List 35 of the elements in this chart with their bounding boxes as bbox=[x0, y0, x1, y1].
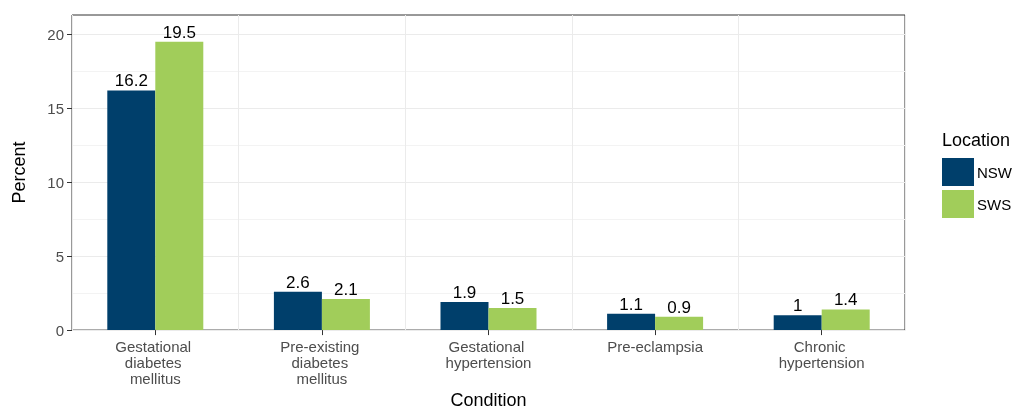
data-label: 16.2 bbox=[114, 71, 148, 91]
legend-title: Location bbox=[942, 130, 1011, 150]
x-tick-label: Pre-existing diabetes mellitus bbox=[280, 337, 364, 387]
data-label: 19.5 bbox=[162, 22, 196, 42]
bar bbox=[440, 301, 489, 331]
y-tick-label: 10 bbox=[47, 173, 64, 191]
y-tick-label: 15 bbox=[47, 99, 64, 117]
y-tick-label: 0 bbox=[55, 321, 64, 339]
bar bbox=[773, 315, 822, 331]
y-tick-label: 5 bbox=[55, 247, 64, 265]
data-label: 0.9 bbox=[667, 297, 691, 317]
x-tick-label: Gestational diabetes mellitus bbox=[115, 337, 196, 387]
bar bbox=[607, 313, 656, 331]
y-tick-label: 20 bbox=[47, 25, 64, 43]
data-label: 2.6 bbox=[286, 272, 310, 292]
bar bbox=[821, 309, 870, 331]
bar bbox=[655, 316, 704, 331]
bar bbox=[273, 291, 322, 331]
bar bbox=[107, 90, 156, 331]
legend-label: NSW bbox=[977, 163, 1013, 181]
bar bbox=[321, 299, 370, 331]
bar bbox=[488, 307, 537, 331]
y-axis-title: Percent bbox=[9, 141, 29, 204]
legend-label: SWS bbox=[977, 195, 1012, 213]
x-tick-label: Gestational hypertension bbox=[445, 337, 532, 371]
data-label: 2.1 bbox=[334, 280, 358, 300]
x-tick-label: Pre-eclampsia bbox=[607, 337, 704, 355]
data-label: 1.1 bbox=[619, 294, 643, 314]
x-axis-title: Condition bbox=[450, 390, 527, 410]
data-label: 1 bbox=[792, 296, 803, 316]
data-label: 1.4 bbox=[833, 290, 858, 310]
data-label: 1.5 bbox=[500, 288, 525, 308]
bar bbox=[155, 41, 204, 331]
data-label: 1.9 bbox=[452, 282, 477, 302]
x-tick-label: Chronic hypertension bbox=[778, 337, 865, 371]
